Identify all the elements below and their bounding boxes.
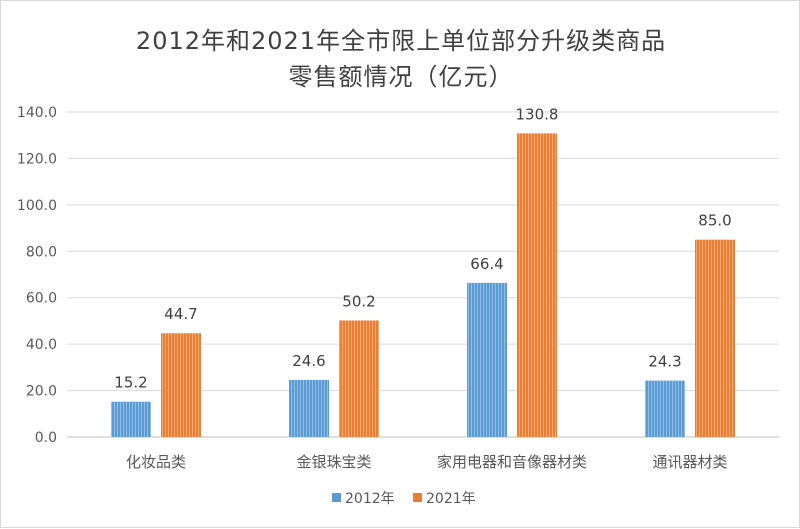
- bar-2021: [339, 320, 379, 437]
- y-tick-label: 80.0: [26, 244, 57, 260]
- bar-2021: [517, 133, 557, 437]
- legend-label: 2012年: [345, 491, 395, 507]
- bar-2012: [289, 379, 329, 437]
- data-label: 24.6: [292, 352, 325, 370]
- x-category-label: 家用电器和音像器材类: [437, 453, 587, 471]
- bar-2012: [467, 282, 507, 437]
- data-label: 50.2: [342, 292, 375, 310]
- y-tick-label: 60.0: [26, 291, 57, 307]
- chart-title-line-2: 零售额情况（亿元）: [288, 63, 514, 91]
- bar-2012: [645, 380, 685, 437]
- bar-2021: [161, 333, 201, 437]
- data-label: 24.3: [648, 353, 681, 371]
- y-tick-label: 140.0: [17, 105, 57, 121]
- bar-2021: [695, 239, 735, 437]
- y-tick-label: 100.0: [17, 198, 57, 214]
- data-label: 66.4: [470, 255, 503, 273]
- data-label: 44.7: [164, 305, 197, 323]
- data-label: 85.0: [698, 212, 731, 230]
- chart-title-line-1: 2012年和2021年全市限上单位部分升级类商品: [135, 27, 667, 55]
- y-tick-label: 0.0: [35, 430, 57, 446]
- x-category-label: 通讯器材类: [652, 453, 727, 471]
- legend-swatch-2021: [413, 493, 422, 502]
- bar-2012: [111, 401, 151, 437]
- y-tick-label: 20.0: [26, 384, 57, 400]
- y-tick-label: 40.0: [26, 337, 57, 353]
- x-category-label: 化妆品类: [126, 453, 186, 471]
- legend-swatch-2012: [332, 493, 341, 502]
- y-tick-label: 120.0: [17, 151, 57, 167]
- data-label: 130.8: [516, 105, 559, 123]
- x-category-label: 金银珠宝类: [296, 453, 371, 471]
- data-label: 15.2: [114, 374, 147, 392]
- legend-label: 2021年: [426, 491, 476, 507]
